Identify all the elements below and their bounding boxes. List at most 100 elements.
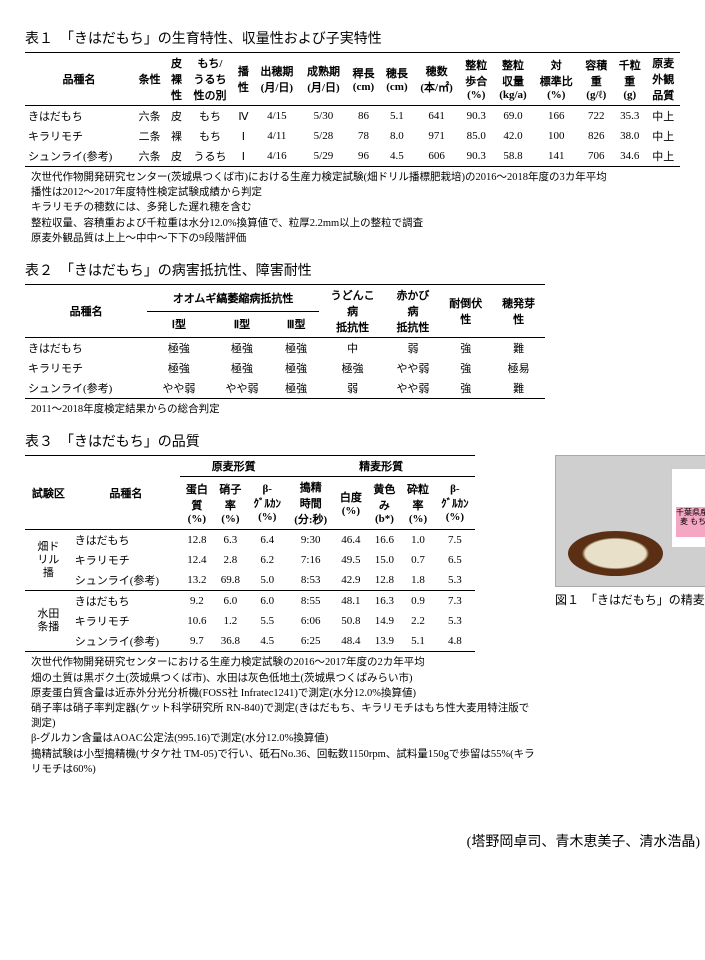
t2-cell: きはだもち	[25, 338, 147, 359]
t3-cell: キラリモチ	[72, 611, 180, 631]
t1-cell: 5/28	[300, 126, 347, 146]
table3: 試験区 品種名 原麦形質 精麦形質 蛋白質(%) 硝子率(%) β-ｸﾞﾙｶﾝ(…	[25, 455, 475, 652]
t3-cell: 4.8	[435, 631, 475, 652]
t3-cell: 6.2	[247, 550, 287, 570]
t3-cell: 6:25	[287, 631, 334, 652]
t3-cell: 46.4	[334, 530, 368, 551]
table1-title: 表１ 「きはだもち」の生育特性、収量性および子実特性	[25, 28, 705, 48]
t3-group2: 精麦形質	[287, 456, 475, 477]
t1-cell: もち	[187, 126, 234, 146]
t3-cell: 48.1	[334, 591, 368, 612]
t3-h: 砕粒率(%)	[401, 477, 435, 530]
t2-h: 耐倒伏性	[439, 285, 492, 338]
t2-h: 赤かび病抵抗性	[387, 285, 440, 338]
t3-cell: 50.8	[334, 611, 368, 631]
t2-cell: 極強	[210, 338, 273, 359]
t2-h: Ⅱ型	[210, 311, 273, 338]
t1-cell: 85.0	[460, 126, 493, 146]
figure1-image: 千葉県産 大麦 もち麦	[555, 455, 705, 587]
t1-h: 容積重(g/ℓ)	[580, 53, 613, 106]
t3-cell: キラリモチ	[72, 550, 180, 570]
t3-h: 試験区	[25, 456, 72, 530]
t1-cell: 中上	[646, 146, 680, 167]
t3-cell: 9.2	[180, 591, 214, 612]
t1-cell: Ⅳ	[233, 106, 253, 127]
t3-cell: 1.2	[214, 611, 248, 631]
t3-group1: 原麦形質	[180, 456, 287, 477]
t3-h: 黄色み(b*)	[368, 477, 402, 530]
t2-cell: 極強	[210, 358, 273, 378]
table2: 品種名 オオムギ縞萎縮病抵抗性 うどんこ病抵抗性 赤かび病抵抗性 耐倒伏性 穂発…	[25, 284, 545, 399]
t3-cell: 49.5	[334, 550, 368, 570]
t1-cell: 4/16	[254, 146, 301, 167]
t2-cell: 弱	[319, 378, 387, 399]
t1-cell: 中上	[646, 106, 680, 127]
t2-cell: 中	[319, 338, 387, 359]
t1-cell: 100	[533, 126, 580, 146]
t1-cell: 971	[414, 126, 460, 146]
t3-cell: 15.0	[368, 550, 402, 570]
t3-block-label: 水田条播	[25, 591, 72, 652]
t3-cell: 16.6	[368, 530, 402, 551]
t3-cell: 13.2	[180, 570, 214, 591]
t3-cell: 0.9	[401, 591, 435, 612]
t3-cell: 5.1	[401, 631, 435, 652]
t2-h: うどんこ病抵抗性	[319, 285, 387, 338]
t1-h: 穂数(本/㎡)	[414, 53, 460, 106]
bag-label: 千葉県産 大麦 もち麦	[676, 507, 705, 537]
t3-cell: 12.8	[180, 530, 214, 551]
t1-h: 対標準比(%)	[533, 53, 580, 106]
t2-cell: 極強	[274, 358, 319, 378]
t1-cell: 38.0	[613, 126, 646, 146]
t2-h: Ⅰ型	[147, 311, 210, 338]
t3-cell: 8:53	[287, 570, 334, 591]
t3-cell: 14.9	[368, 611, 402, 631]
t1-cell: Ⅰ	[233, 146, 253, 167]
t3-cell: 16.3	[368, 591, 402, 612]
t3-cell: 5.3	[435, 570, 475, 591]
t2-cell: やや弱	[387, 378, 440, 399]
t3-cell: 6:06	[287, 611, 334, 631]
t1-cell: Ⅰ	[233, 126, 253, 146]
table3-title: 表３ 「きはだもち」の品質	[25, 431, 705, 451]
t2-cell: 極強	[147, 338, 210, 359]
t2-cell: 難	[492, 378, 545, 399]
t1-cell: 8.0	[380, 126, 413, 146]
t3-h: β-ｸﾞﾙｶﾝ(%)	[435, 477, 475, 530]
t2-cell: キラリモチ	[25, 358, 147, 378]
t3-cell: 9:30	[287, 530, 334, 551]
t1-h: 稈長(cm)	[347, 53, 380, 106]
t1-cell: 皮	[166, 106, 186, 127]
t3-cell: 5.3	[435, 611, 475, 631]
t3-cell: 6.4	[247, 530, 287, 551]
t1-cell: 4.5	[380, 146, 413, 167]
t3-cell: シュンライ(参考)	[72, 570, 180, 591]
t3-cell: 48.4	[334, 631, 368, 652]
t3-h: β-ｸﾞﾙｶﾝ(%)	[247, 477, 287, 530]
t1-cell: 35.3	[613, 106, 646, 127]
t1-cell: 69.0	[493, 106, 533, 127]
t1-cell: 58.8	[493, 146, 533, 167]
t3-cell: 9.7	[180, 631, 214, 652]
t1-h: 千粒重(g)	[613, 53, 646, 106]
t3-h: 搗精時間(分:秒)	[287, 477, 334, 530]
t2-cell: 弱	[387, 338, 440, 359]
t1-cell: キラリモチ	[25, 126, 133, 146]
t1-h: 品種名	[25, 53, 133, 106]
table2-notes: 2011～2018年度検定結果からの総合判定	[31, 402, 705, 417]
t2-cell: 難	[492, 338, 545, 359]
t3-cell: 0.7	[401, 550, 435, 570]
t2-h: 品種名	[25, 285, 147, 338]
t1-h: 成熟期(月/日)	[300, 53, 347, 106]
t2-cell: 極強	[319, 358, 387, 378]
t3-cell: 7:16	[287, 550, 334, 570]
t1-cell: 90.3	[460, 106, 493, 127]
t3-cell: 42.9	[334, 570, 368, 591]
t2-cell: 強	[439, 378, 492, 399]
t1-cell: うるち	[187, 146, 234, 167]
t3-cell: シュンライ(参考)	[72, 631, 180, 652]
t3-cell: 69.8	[214, 570, 248, 591]
t3-cell: 2.2	[401, 611, 435, 631]
t3-cell: 12.8	[368, 570, 402, 591]
t1-h: もち/うるち性の別	[187, 53, 234, 106]
